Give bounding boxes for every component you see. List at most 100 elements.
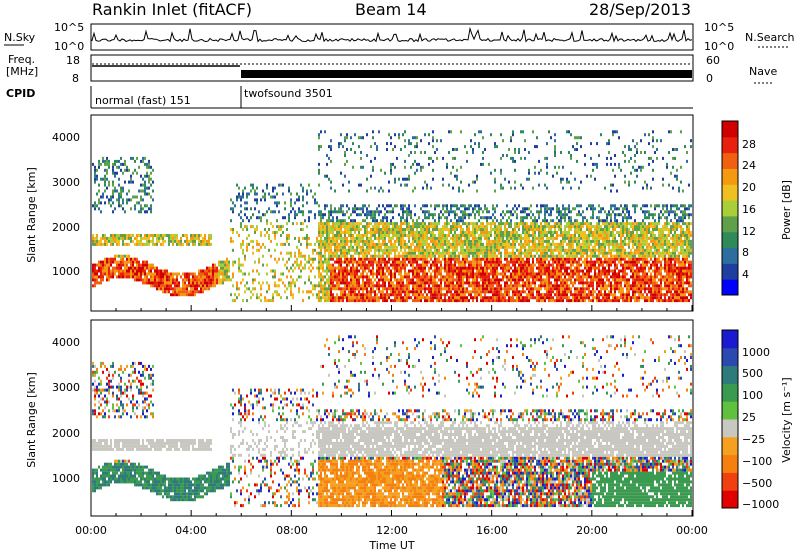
heatmap-cell bbox=[560, 234, 562, 237]
heatmap-cell bbox=[240, 225, 242, 229]
heatmap-cell bbox=[368, 239, 370, 243]
heatmap-cell bbox=[334, 245, 336, 249]
heatmap-cell bbox=[152, 284, 154, 288]
heatmap-cell bbox=[518, 266, 520, 270]
heatmap-cell bbox=[332, 296, 334, 300]
heatmap-cell bbox=[120, 269, 122, 273]
heatmap-cell bbox=[432, 239, 434, 243]
heatmap-cell bbox=[280, 272, 282, 276]
heatmap-cell bbox=[520, 275, 522, 279]
heatmap-cell bbox=[562, 245, 564, 249]
heatmap-cell bbox=[518, 263, 520, 267]
heatmap-cell bbox=[514, 180, 516, 184]
heatmap-cell bbox=[334, 260, 336, 264]
heatmap-cell bbox=[560, 260, 562, 264]
heatmap-cell bbox=[320, 275, 322, 279]
heatmap-cell bbox=[484, 260, 486, 264]
heatmap-cell bbox=[348, 222, 350, 226]
heatmap-cell bbox=[204, 242, 206, 246]
heatmap-cell bbox=[172, 275, 174, 279]
heatmap-cell bbox=[542, 236, 544, 240]
heatmap-cell bbox=[186, 234, 188, 237]
heatmap-cell bbox=[318, 183, 320, 187]
heatmap-cell bbox=[428, 287, 430, 291]
heatmap-cell bbox=[426, 245, 428, 249]
heatmap-cell bbox=[424, 257, 426, 261]
heatmap-cell bbox=[540, 234, 542, 237]
heatmap-cell bbox=[568, 254, 570, 258]
heatmap-cell bbox=[208, 284, 210, 288]
heatmap-cell bbox=[474, 260, 476, 264]
heatmap-cell bbox=[378, 248, 380, 252]
heatmap-cell bbox=[348, 272, 350, 276]
heatmap-cell bbox=[238, 257, 240, 261]
heatmap-cell bbox=[492, 242, 494, 246]
heatmap-cell bbox=[396, 290, 398, 294]
heatmap-cell bbox=[146, 275, 148, 279]
heatmap-cell bbox=[460, 234, 462, 237]
heatmap-cell bbox=[196, 275, 198, 279]
heatmap-cell bbox=[94, 278, 96, 282]
heatmap-cell bbox=[418, 272, 420, 276]
heatmap-cell bbox=[148, 272, 150, 276]
heatmap-cell bbox=[468, 284, 470, 288]
heatmap-cell bbox=[564, 219, 566, 223]
heatmap-cell bbox=[108, 278, 110, 282]
heatmap-cell bbox=[256, 186, 258, 190]
heatmap-cell bbox=[560, 284, 562, 288]
heatmap-cell bbox=[430, 287, 432, 291]
heatmap-cell bbox=[122, 272, 124, 276]
heatmap-cell bbox=[538, 239, 540, 243]
heatmap-cell bbox=[290, 275, 292, 279]
heatmap-cell bbox=[278, 278, 280, 282]
heatmap-cell bbox=[478, 266, 480, 270]
heatmap-cell bbox=[490, 272, 492, 276]
heatmap-cell bbox=[440, 281, 442, 285]
heatmap-cell bbox=[334, 189, 336, 193]
heatmap-cell bbox=[466, 151, 468, 154]
heatmap-cell bbox=[502, 245, 504, 249]
heatmap-cell bbox=[124, 159, 126, 163]
heatmap-cell bbox=[340, 245, 342, 249]
heatmap-cell bbox=[154, 234, 156, 237]
heatmap-cell bbox=[232, 272, 234, 276]
heatmap-cell bbox=[322, 269, 324, 273]
heatmap-cell bbox=[200, 290, 202, 294]
heatmap-cell bbox=[324, 284, 326, 288]
heatmap-cell bbox=[342, 260, 344, 264]
heatmap-cell bbox=[396, 222, 398, 226]
heatmap-cell bbox=[196, 278, 198, 282]
heatmap-cell bbox=[390, 275, 392, 279]
heatmap-cell bbox=[550, 257, 552, 261]
heatmap-cell bbox=[292, 269, 294, 273]
heatmap-cell bbox=[264, 245, 266, 249]
heatmap-cell bbox=[430, 225, 432, 229]
heatmap-cell bbox=[284, 263, 286, 267]
heatmap-cell bbox=[490, 242, 492, 246]
heatmap-cell bbox=[402, 290, 404, 294]
heatmap-cell bbox=[392, 263, 394, 267]
heatmap-cell bbox=[448, 213, 450, 217]
heatmap-cell bbox=[448, 299, 450, 303]
heatmap-cell bbox=[534, 222, 536, 226]
heatmap-cell bbox=[476, 210, 478, 214]
heatmap-cell bbox=[140, 239, 142, 243]
heatmap-cell bbox=[160, 278, 162, 282]
heatmap-cell bbox=[564, 281, 566, 285]
heatmap-cell bbox=[574, 296, 576, 300]
heatmap-cell bbox=[264, 213, 266, 217]
heatmap-cell bbox=[456, 245, 458, 249]
heatmap-cell bbox=[416, 225, 418, 229]
heatmap-cell bbox=[470, 145, 472, 149]
heatmap-cell bbox=[504, 272, 506, 276]
heatmap-cell bbox=[444, 239, 446, 243]
heatmap-cell bbox=[368, 210, 370, 214]
heatmap-cell bbox=[188, 284, 190, 288]
heatmap-cell bbox=[312, 287, 314, 291]
heatmap-cell bbox=[514, 257, 516, 261]
heatmap-cell bbox=[208, 242, 210, 246]
heatmap-cell bbox=[336, 266, 338, 270]
heatmap-cell bbox=[328, 156, 330, 160]
heatmap-cell bbox=[302, 290, 304, 294]
heatmap-cell bbox=[560, 245, 562, 249]
